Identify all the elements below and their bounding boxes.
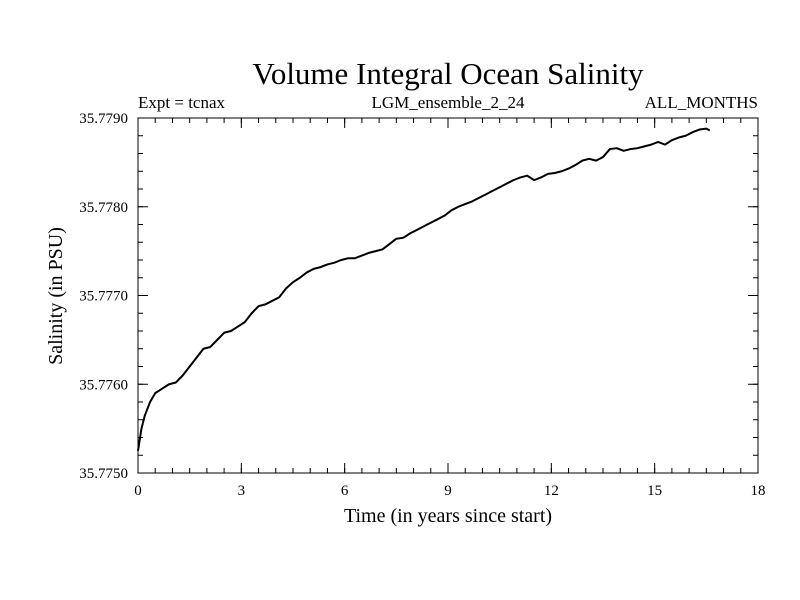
x-axis-label: Time (in years since start): [344, 505, 552, 527]
axis-ticks: [137, 117, 759, 474]
x-tick-label: 12: [544, 483, 559, 499]
y-tick-label: 35.7760: [79, 377, 128, 393]
x-tick-label: 3: [238, 483, 246, 499]
x-tick-label: 9: [444, 483, 452, 499]
y-axis-label: Salinity (in PSU): [45, 227, 67, 365]
chart-title: Volume Integral Ocean Salinity: [252, 56, 644, 91]
y-tick-labels: 35.7750 35.7760 35.7770 35.7780 35.7790: [79, 111, 128, 482]
y-tick-label: 35.7750: [79, 466, 128, 482]
x-tick-labels: 0 3 6 9 12 15 18: [134, 483, 765, 499]
x-tick-label: 15: [647, 483, 662, 499]
subtitle-experiment: Expt = tcnax: [138, 93, 226, 112]
x-tick-label: 0: [134, 483, 142, 499]
plot-frame: [137, 117, 759, 474]
y-tick-label: 35.7790: [79, 111, 128, 127]
salinity-series-line: [137, 127, 711, 451]
y-tick-label: 35.7780: [79, 200, 128, 216]
x-tick-label: 18: [751, 483, 766, 499]
subtitle-months: ALL_MONTHS: [645, 93, 758, 112]
x-tick-label: 6: [341, 483, 349, 499]
y-tick-label: 35.7770: [79, 289, 128, 305]
subtitle-ensemble: LGM_ensemble_2_24: [372, 93, 525, 112]
